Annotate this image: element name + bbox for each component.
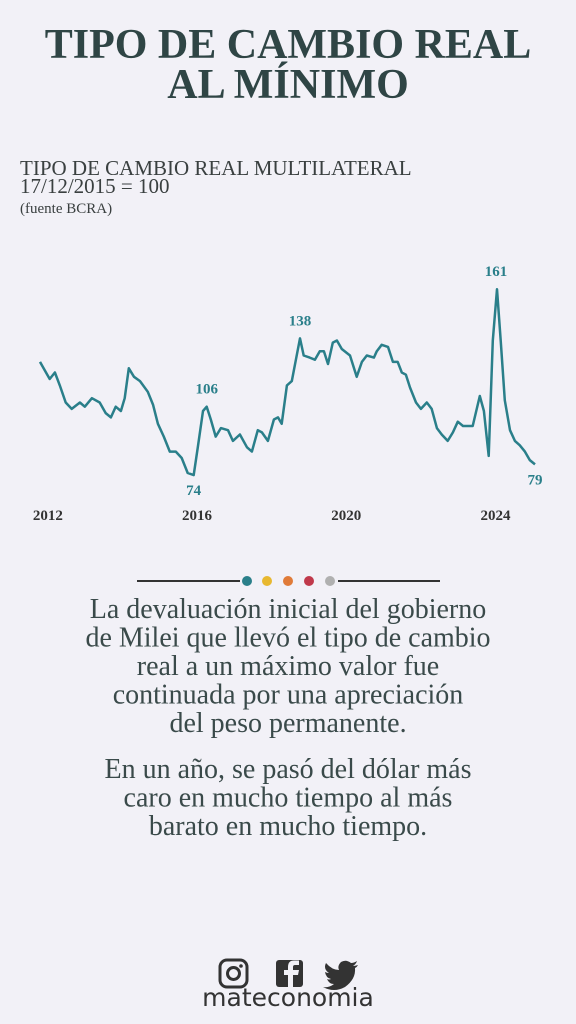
instagram-icon[interactable] [218,958,249,989]
divider [137,576,440,586]
facebook-icon[interactable] [276,960,303,987]
dot [325,576,335,586]
data-label: 74 [186,483,202,499]
text-line: barato en mucho tiempo. [149,811,427,842]
social-icons [218,958,358,990]
chart: 2012 2016 2020 2024 74 106 138 161 79 [33,264,543,524]
text-line: En un año, se pasó del dólar más [104,754,471,785]
subtitle-line: 17/12/2015 = 100 [20,174,170,198]
text-line: de Milei que llevó el tipo de cambio [85,623,490,654]
dot [242,576,252,586]
x-tick-label: 2012 [33,508,63,524]
brand: mateconomia [202,983,374,1012]
title-line: AL MÍNIMO [167,61,409,108]
dot [262,576,272,586]
data-label: 138 [289,313,312,329]
data-label: 161 [485,264,508,280]
line [38,287,536,477]
chart-subtitle: TIPO DE CAMBIO REAL MULTILATERAL 17/12/2… [20,156,412,217]
x-tick-label: 2016 [182,508,213,524]
title: TIPO DE CAMBIO REAL AL MÍNIMO [45,22,532,108]
dot [304,576,314,586]
x-tick-label: 2020 [331,508,361,524]
subtitle-line: TIPO DE CAMBIO REAL MULTILATERAL [20,156,412,180]
twitter-icon[interactable] [323,960,358,990]
text-line: real a un máximo valor fue [137,651,439,682]
data-label: 79 [528,472,543,488]
text-line: continuada por una apreciación [113,680,464,711]
data-label: 106 [195,382,218,398]
title-line: TIPO DE CAMBIO REAL [45,22,532,68]
x-tick-label: 2024 [480,508,511,524]
text-line: caro en mucho tiempo al más [124,783,453,814]
source: (fuente BCRA) [20,201,112,217]
text-line: del peso permanente. [169,708,406,739]
text-line: La devaluación inicial del gobierno [90,594,487,625]
dot [283,576,293,586]
